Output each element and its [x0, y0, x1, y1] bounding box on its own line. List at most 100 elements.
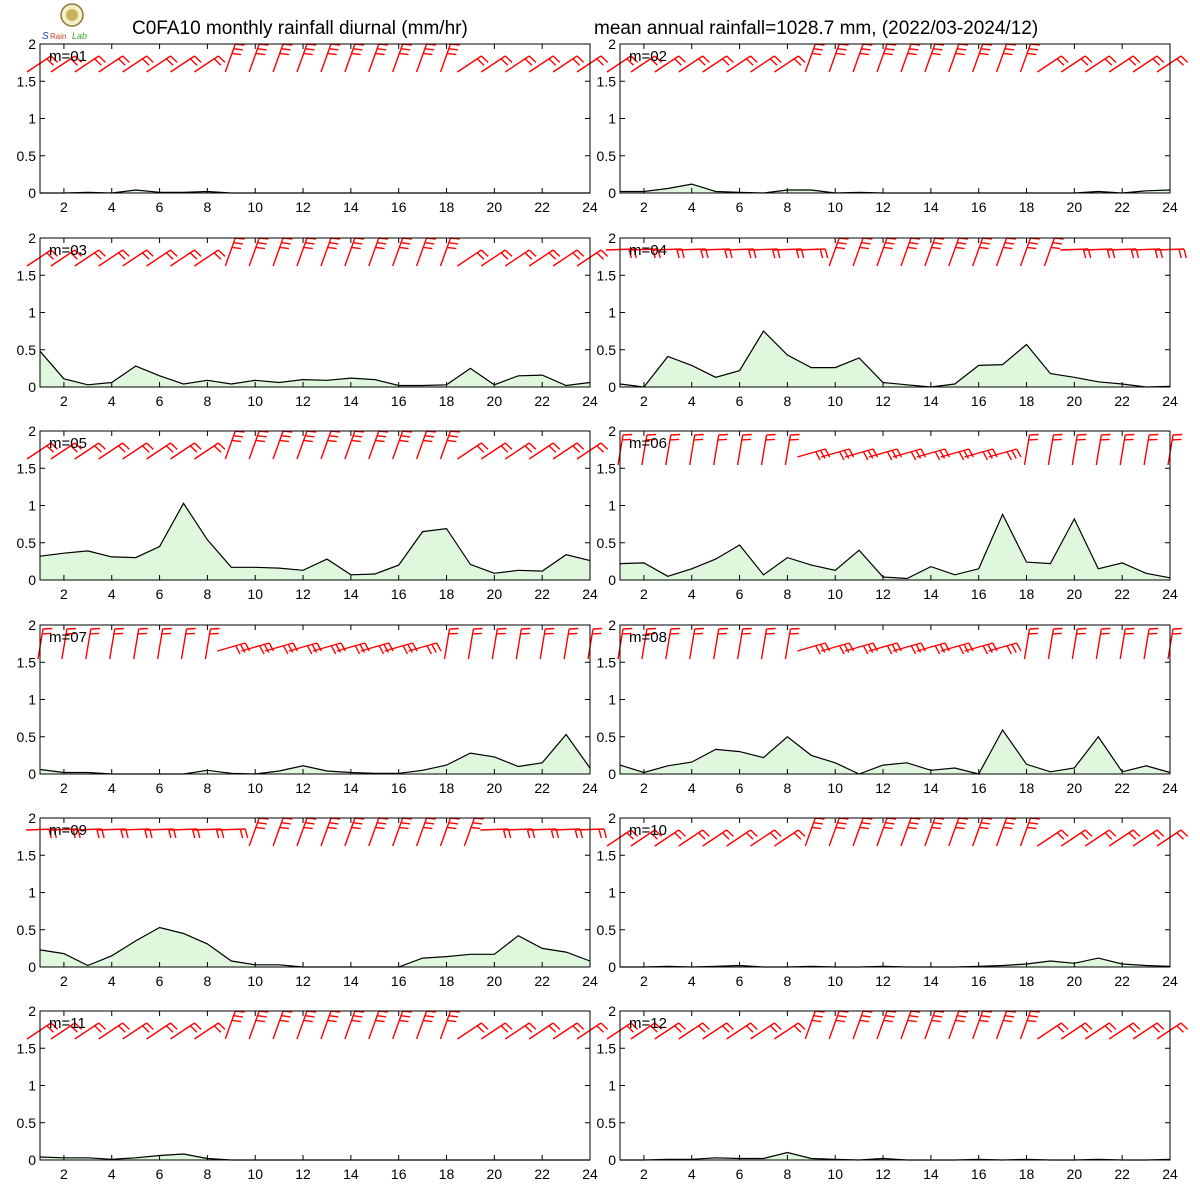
wind-barb-icon: [320, 237, 341, 267]
wind-barb-icon: [296, 430, 317, 460]
plot-frame: [619, 817, 1171, 968]
wind-barb-icon: [972, 817, 992, 847]
wind-barb-icon: [194, 442, 226, 460]
logo: S Rain Lab: [38, 2, 94, 42]
x-tick-label: 6: [156, 393, 164, 409]
wind-barb-icon: [296, 817, 317, 847]
x-tick-label: 16: [391, 199, 407, 215]
x-tick-label: 10: [827, 393, 843, 409]
y-tick-label: 0.5: [17, 148, 37, 164]
x-tick-label: 22: [534, 780, 550, 796]
wind-barb-icon: [26, 442, 59, 460]
wind-barb-icon: [678, 1022, 710, 1040]
panel-label: m=09: [49, 822, 87, 839]
wind-barb-icon: [368, 237, 388, 267]
wind-barb-icon: [1019, 817, 1040, 847]
wind-barb-icon: [504, 442, 537, 460]
y-tick-label: 1: [28, 692, 36, 708]
wind-barb-icon: [50, 55, 83, 73]
x-tick-label: 18: [439, 973, 455, 989]
y-tick-label: 1: [608, 692, 616, 708]
y-tick-label: 2: [28, 230, 36, 246]
y-tick-label: 1.5: [597, 847, 617, 863]
panel-label: m=05: [49, 435, 87, 452]
wind-barb-icon: [948, 817, 968, 847]
x-tick-label: 16: [971, 780, 987, 796]
x-tick-label: 24: [1162, 586, 1178, 602]
wind-barb-icon: [170, 249, 202, 267]
wind-barb-icon: [368, 43, 388, 73]
x-tick-label: 14: [923, 586, 939, 602]
wind-barb-icon: [576, 249, 609, 267]
x-tick-label: 16: [971, 393, 987, 409]
wind-barb-icon: [606, 1022, 639, 1040]
y-tick-label: 0: [608, 959, 616, 975]
wind-barb-icon: [344, 817, 365, 847]
wind-barb-icon: [713, 433, 728, 466]
wind-barb-icon: [689, 627, 704, 660]
x-tick-label: 4: [688, 393, 696, 409]
wind-barb-icon: [1132, 829, 1165, 847]
x-tick-label: 12: [295, 586, 311, 602]
y-tick-label: 1: [608, 111, 616, 127]
plot-frame: [619, 43, 1171, 194]
x-tick-label: 10: [247, 393, 263, 409]
wind-barbs: [26, 1010, 609, 1040]
wind-barb-icon: [415, 237, 436, 267]
wind-barb-icon: [272, 237, 293, 267]
wind-barb-icon: [940, 642, 974, 655]
y-tick-label: 0.5: [17, 922, 37, 938]
wind-barb-icon: [995, 1010, 1016, 1040]
x-tick-label: 4: [688, 1166, 696, 1182]
x-tick-label: 4: [688, 780, 696, 796]
wind-barb-icon: [1143, 433, 1159, 466]
wind-barb-icon: [1084, 829, 1117, 847]
y-tick-label: 2: [28, 423, 36, 439]
x-tick-label: 22: [534, 1166, 550, 1182]
wind-barb-icon: [50, 249, 83, 267]
x-tick-label: 24: [582, 1166, 598, 1182]
y-tick-label: 1: [28, 885, 36, 901]
y-tick-label: 0: [608, 766, 616, 782]
y-tick-label: 2: [28, 36, 36, 52]
x-tick-label: 2: [640, 780, 648, 796]
x-tick-label: 2: [640, 586, 648, 602]
y-tick-label: 0.5: [597, 922, 617, 938]
wind-barb-icon: [940, 448, 974, 461]
wind-barb-icon: [439, 237, 460, 267]
wind-barb-icon: [1156, 1022, 1189, 1040]
y-tick-label: 0.5: [597, 148, 617, 164]
wind-barb-icon: [552, 1022, 585, 1040]
x-tick-label: 12: [295, 1166, 311, 1182]
y-tick-label: 0: [28, 379, 36, 395]
wind-barb-icon: [1037, 1022, 1069, 1040]
rainfall-line: [619, 330, 1171, 388]
y-tick-label: 1: [28, 111, 36, 127]
wind-barb-icon: [606, 55, 639, 73]
wind-barb-icon: [1060, 1022, 1093, 1040]
wind-barb-icon: [217, 828, 249, 839]
wind-barb-icon: [964, 642, 998, 655]
x-tick-label: 24: [582, 586, 598, 602]
x-tick-label: 10: [247, 1166, 263, 1182]
x-tick-label: 12: [875, 199, 891, 215]
wind-barb-icon: [146, 249, 178, 267]
wind-barb-icon: [463, 817, 484, 847]
wind-barb-icon: [844, 448, 879, 461]
x-tick-label: 2: [60, 1166, 68, 1182]
wind-barb-icon: [224, 1010, 245, 1040]
wind-barb-icon: [26, 249, 59, 267]
wind-barbs: [606, 817, 1189, 847]
rainfall-line: [39, 350, 591, 387]
y-tick-label: 0.5: [17, 342, 37, 358]
wind-barb-icon: [726, 829, 758, 847]
wind-barb-icon: [504, 249, 537, 267]
wind-barb-icon: [784, 627, 800, 660]
x-tick-label: 24: [1162, 780, 1178, 796]
rainfall-line: [619, 512, 1171, 580]
